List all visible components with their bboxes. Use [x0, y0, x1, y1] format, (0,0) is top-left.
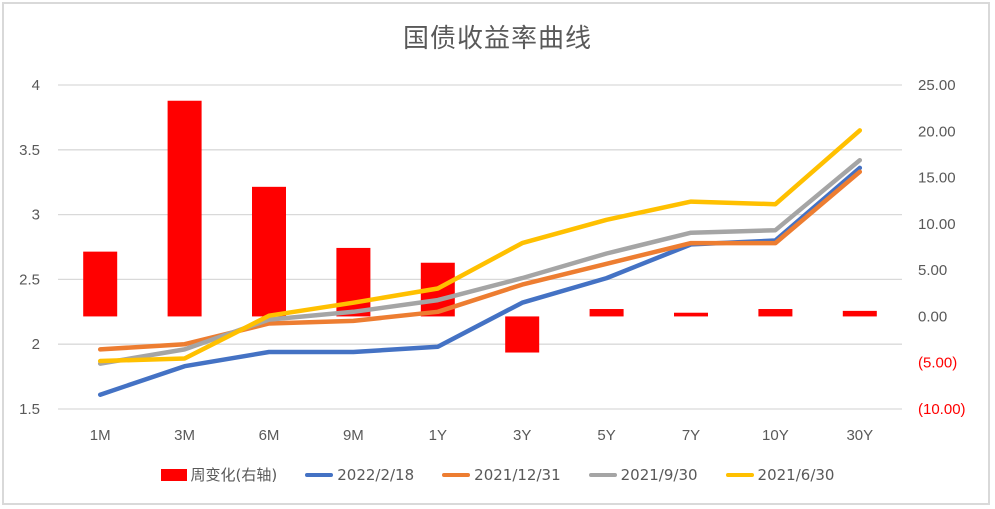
right-axis-tick: (10.00)	[918, 401, 966, 418]
x-axis-tick: 1Y	[429, 427, 447, 444]
bar	[589, 309, 624, 317]
right-axis-tick: 0.00	[918, 308, 947, 325]
legend-item: 周变化(右轴)	[160, 464, 278, 485]
left-axis-tick: 2	[32, 336, 40, 353]
right-axis-tick: 25.00	[918, 77, 956, 94]
legend-item: 2021/12/31	[442, 464, 561, 485]
bar	[167, 100, 202, 317]
chart-title: 国债收益率曲线	[402, 24, 592, 54]
left-axis-tick: 1.5	[19, 401, 40, 418]
right-axis-tick: 15.00	[918, 170, 956, 187]
bar	[83, 251, 118, 317]
legend-item: 2021/9/30	[588, 464, 698, 485]
x-axis-tick: 30Y	[846, 427, 873, 444]
legend-line-swatch-icon	[725, 472, 754, 477]
legend-label: 2021/6/30	[757, 465, 835, 484]
bar	[252, 186, 286, 317]
legend-line-swatch-icon	[442, 472, 471, 477]
x-axis-tick: 3M	[174, 427, 195, 444]
x-axis-tick: 7Y	[682, 427, 700, 444]
right-axis-tick: 10.00	[918, 216, 956, 233]
left-axis-tick: 3	[32, 207, 40, 224]
bar	[674, 312, 708, 317]
x-axis-tick: 1M	[90, 427, 111, 444]
legend-item: 2021/6/30	[725, 464, 835, 485]
x-axis-tick: 5Y	[597, 427, 615, 444]
bar	[758, 309, 793, 317]
left-axis-tick: 3.5	[19, 142, 40, 159]
legend-bar-swatch-icon	[160, 468, 187, 481]
right-axis-tick: (5.00)	[918, 355, 957, 372]
x-axis-tick: 3Y	[513, 427, 531, 444]
legend-label: 2021/12/31	[474, 465, 561, 484]
legend-item: 2022/2/18	[305, 464, 414, 485]
x-axis-tick: 9M	[343, 427, 364, 444]
bar	[842, 310, 877, 317]
left-axis-tick: 2.5	[19, 271, 40, 288]
x-axis-tick: 6M	[259, 427, 280, 444]
legend-label: 周变化(右轴)	[190, 466, 278, 484]
bar	[505, 316, 540, 353]
x-axis-tick: 10Y	[762, 427, 789, 444]
left-axis-tick: 4	[32, 77, 40, 94]
legend-line-swatch-icon	[305, 472, 334, 477]
legend-label: 2022/2/18	[337, 465, 415, 484]
line-series	[97, 157, 863, 366]
line-series	[97, 128, 863, 364]
bar-series	[83, 100, 877, 353]
chart-legend: 周变化(右轴) 2022/2/18 2021/12/31 2021/9/30 2021/…	[0, 464, 995, 485]
legend-label: 2021/9/30	[620, 465, 698, 484]
right-axis-tick: 20.00	[918, 123, 956, 140]
right-axis-tick: 5.00	[918, 262, 947, 279]
legend-line-swatch-icon	[588, 472, 617, 477]
